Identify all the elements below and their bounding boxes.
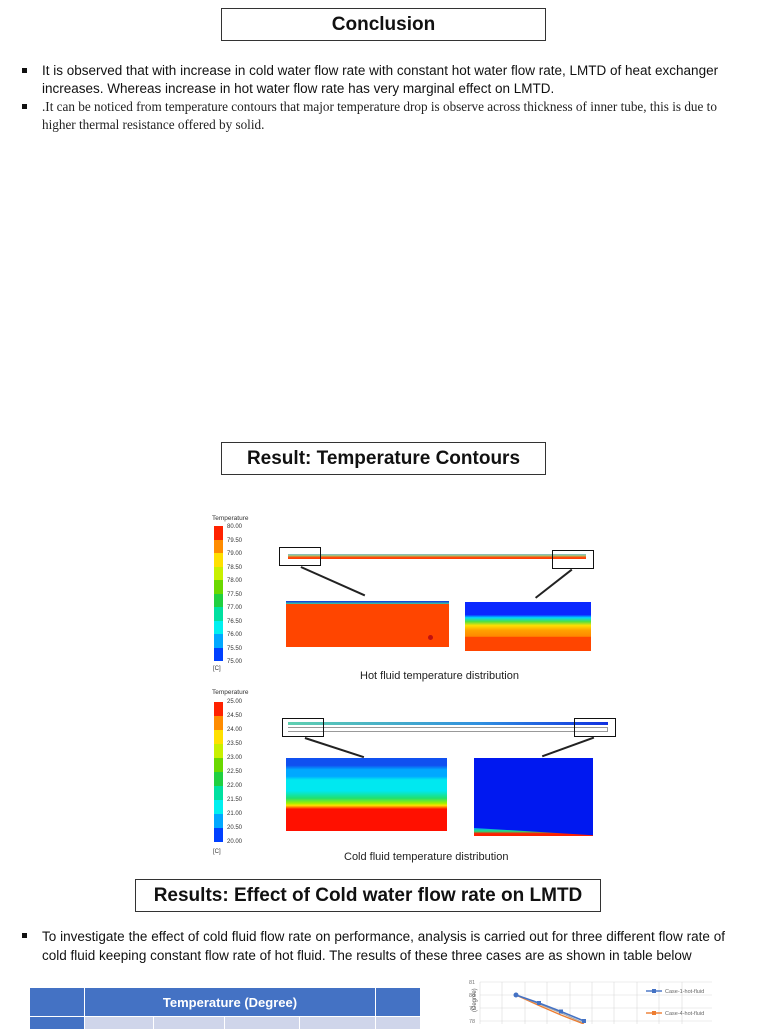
- table-cell: [29, 1016, 85, 1030]
- series-case-1: [515, 994, 585, 1022]
- colorbar: [214, 526, 223, 661]
- bullet-square-icon: [22, 104, 27, 109]
- legend-tick: 20.00: [227, 839, 243, 845]
- legend-tick: 24.50: [227, 713, 243, 719]
- legend-tick: 22.00: [227, 783, 243, 789]
- cold-tube-outline: [288, 727, 608, 732]
- legend-unit: [C]: [213, 666, 221, 672]
- legend-tick: 77.00: [227, 605, 243, 611]
- legend-tick: 78.00: [227, 578, 243, 584]
- cold-outlet-contour: [474, 758, 593, 836]
- legend-tick: 77.50: [227, 591, 243, 598]
- svg-text:79: 79: [469, 1006, 475, 1012]
- conclusion-bullet: .It can be noticed from temperature cont…: [20, 98, 725, 134]
- cold-temperature-legend: Temperature 25.00 24.50 24.00 23.50 23.0…: [212, 689, 272, 864]
- series-case-1-markers: [513, 992, 586, 1023]
- legend-tick: 80.00: [227, 524, 243, 530]
- legend-tick: 21.50: [227, 797, 243, 803]
- cold-inlet-contour: [286, 758, 447, 831]
- svg-text:81: 81: [469, 980, 475, 986]
- bullet-text: To investigate the effect of cold fluid …: [42, 929, 725, 963]
- conclusion-bullet-list: It is observed that with increase in col…: [20, 62, 725, 134]
- y-axis-ticks: 81 80 79 78: [469, 980, 475, 1024]
- colorbar: [214, 702, 223, 842]
- legend-tick: 21.00: [227, 811, 243, 817]
- arrow-icon: [535, 569, 573, 599]
- legend-tick: 23.50: [227, 741, 243, 747]
- series-case-4: [515, 994, 585, 1024]
- table-header-cell: Temperature (Degree): [84, 987, 376, 1017]
- arrow-icon: [304, 737, 365, 758]
- zoom-box-inlet: [279, 547, 321, 566]
- legend-unit: [C]: [213, 849, 221, 855]
- svg-text:80: 80: [469, 993, 475, 999]
- svg-text:78: 78: [469, 1019, 475, 1024]
- table-cell: [84, 1016, 154, 1030]
- zoom-box-outlet: [574, 718, 616, 737]
- table-cell: [299, 1016, 376, 1030]
- legend-tick: 78.50: [227, 564, 243, 571]
- hot-contour-caption: Hot fluid temperature distribution: [360, 670, 519, 682]
- chart-grid: [479, 981, 712, 1024]
- table-header-cell: [29, 987, 85, 1017]
- chart-legend: Case-1-hot-fluid Case-4-hot-fluid: [646, 989, 704, 1017]
- legend-label: Case-1-hot-fluid: [665, 989, 704, 995]
- bullet-square-icon: [22, 933, 27, 938]
- legend-tick: 79.00: [227, 551, 243, 557]
- legend-tick: 25.00: [227, 699, 243, 705]
- bullet-square-icon: [22, 68, 27, 73]
- lmtd-bullet-list: To investigate the effect of cold fluid …: [20, 927, 725, 965]
- legend-tick: 23.00: [227, 755, 243, 761]
- table-cell: [153, 1016, 225, 1030]
- legend-tick: 76.00: [227, 632, 243, 638]
- legend-title: Temperature: [212, 689, 249, 696]
- arrow-icon: [542, 737, 595, 758]
- hot-tube-overview: [288, 554, 586, 559]
- lmtd-bullet: To investigate the effect of cold fluid …: [20, 927, 725, 965]
- legend-tick: 75.50: [227, 645, 243, 652]
- legend-tick: 76.50: [227, 618, 243, 625]
- bullet-text: It is observed that with increase in col…: [42, 63, 719, 96]
- zoom-box-inlet: [282, 718, 324, 737]
- legend-tick: 79.50: [227, 537, 243, 544]
- section-title-contours: Result: Temperature Contours: [221, 442, 546, 475]
- legend-tick: 22.50: [227, 769, 243, 775]
- hot-outlet-contour: [465, 602, 591, 651]
- legend-title: Temperature: [212, 515, 249, 522]
- arrow-icon: [300, 566, 366, 596]
- hot-temperature-legend: Temperature 80.00 79.50 79.00 78.50 78.0…: [212, 515, 272, 675]
- table-cell: [375, 1016, 421, 1030]
- section-title-conclusion: Conclusion: [221, 8, 546, 41]
- legend-tick: 20.50: [227, 825, 243, 831]
- conclusion-bullet: It is observed that with increase in col…: [20, 62, 725, 98]
- lmtd-line-chart: 81 80 79 78 (Degree) Case-1-hot-fluid Ca…: [469, 980, 712, 1024]
- legend-label: Case-4-hot-fluid: [665, 1011, 704, 1017]
- y-axis-label: (Degree): [472, 988, 478, 1012]
- legend-tick: 24.00: [227, 727, 243, 733]
- section-title-lmtd: Results: Effect of Cold water flow rate …: [135, 879, 601, 912]
- legend-tick: 75.00: [227, 659, 243, 665]
- table-header-cell: [375, 987, 421, 1017]
- bullet-text: .It can be noticed from temperature cont…: [42, 99, 717, 132]
- zoom-box-outlet: [552, 550, 594, 569]
- table-cell: [224, 1016, 300, 1030]
- cold-contour-caption: Cold fluid temperature distribution: [344, 851, 509, 863]
- cold-tube-overview: [288, 722, 608, 725]
- hot-inlet-contour: [286, 601, 449, 647]
